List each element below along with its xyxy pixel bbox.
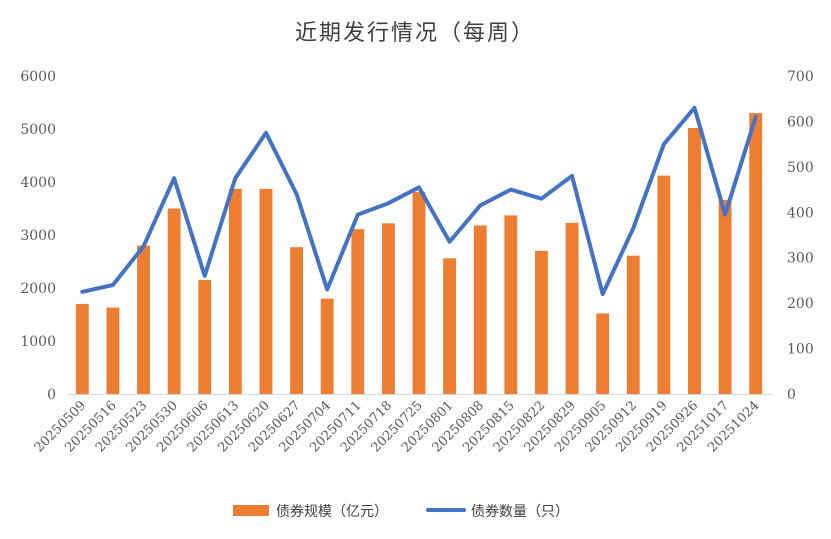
left-tick-label: 2000	[20, 281, 56, 297]
bar	[198, 280, 212, 394]
x-axis-ticks: 2025050920250516202505232025053020250606…	[32, 398, 763, 455]
right-tick-label: 700	[787, 69, 814, 85]
bar	[290, 247, 303, 394]
bar	[259, 188, 273, 394]
bar	[688, 127, 701, 394]
left-tick-label: 3000	[20, 228, 56, 244]
right-tick-label: 100	[787, 342, 814, 358]
bar	[320, 298, 334, 394]
right-tick-label: 200	[787, 296, 814, 312]
bar	[718, 200, 732, 394]
legend-swatch-bar	[233, 505, 269, 516]
left-tick-label: 1000	[20, 334, 56, 350]
series-line	[80, 105, 758, 297]
bar	[535, 250, 548, 394]
bar	[657, 175, 671, 394]
bar	[626, 255, 640, 394]
bar	[381, 223, 395, 394]
line-series	[80, 105, 758, 297]
bar	[412, 192, 426, 394]
bar	[106, 307, 120, 394]
legend: 债券规模（亿元） 债券数量（只）	[233, 504, 569, 520]
left-tick-label: 5000	[20, 122, 56, 138]
bar	[443, 258, 457, 394]
bar	[228, 188, 242, 394]
bar	[504, 215, 518, 394]
right-tick-label: 0	[787, 387, 796, 403]
bar	[749, 113, 763, 394]
left-axis-ticks: 0 1000 2000 3000 4000 5000 6000	[20, 69, 56, 403]
right-axis-ticks: 0 100 200 300 400 500 600 700	[787, 69, 814, 403]
right-tick-label: 400	[787, 205, 814, 221]
legend-label-line: 债券数量（只）	[471, 504, 569, 520]
right-tick-label: 500	[787, 160, 814, 176]
chart-title: 近期发行情况（每周）	[295, 21, 535, 46]
left-tick-label: 4000	[20, 175, 56, 191]
legend-label-bar: 债券规模（亿元）	[276, 504, 388, 520]
bar	[351, 229, 365, 394]
bar	[75, 303, 89, 394]
bar	[565, 222, 579, 394]
bar	[167, 208, 181, 394]
right-tick-label: 600	[787, 114, 814, 130]
bar	[473, 225, 487, 394]
bar	[596, 313, 610, 394]
bar	[137, 245, 150, 394]
left-tick-label: 6000	[20, 69, 56, 85]
bar-series	[75, 113, 763, 394]
left-tick-label: 0	[47, 387, 56, 403]
right-tick-label: 300	[787, 251, 814, 267]
